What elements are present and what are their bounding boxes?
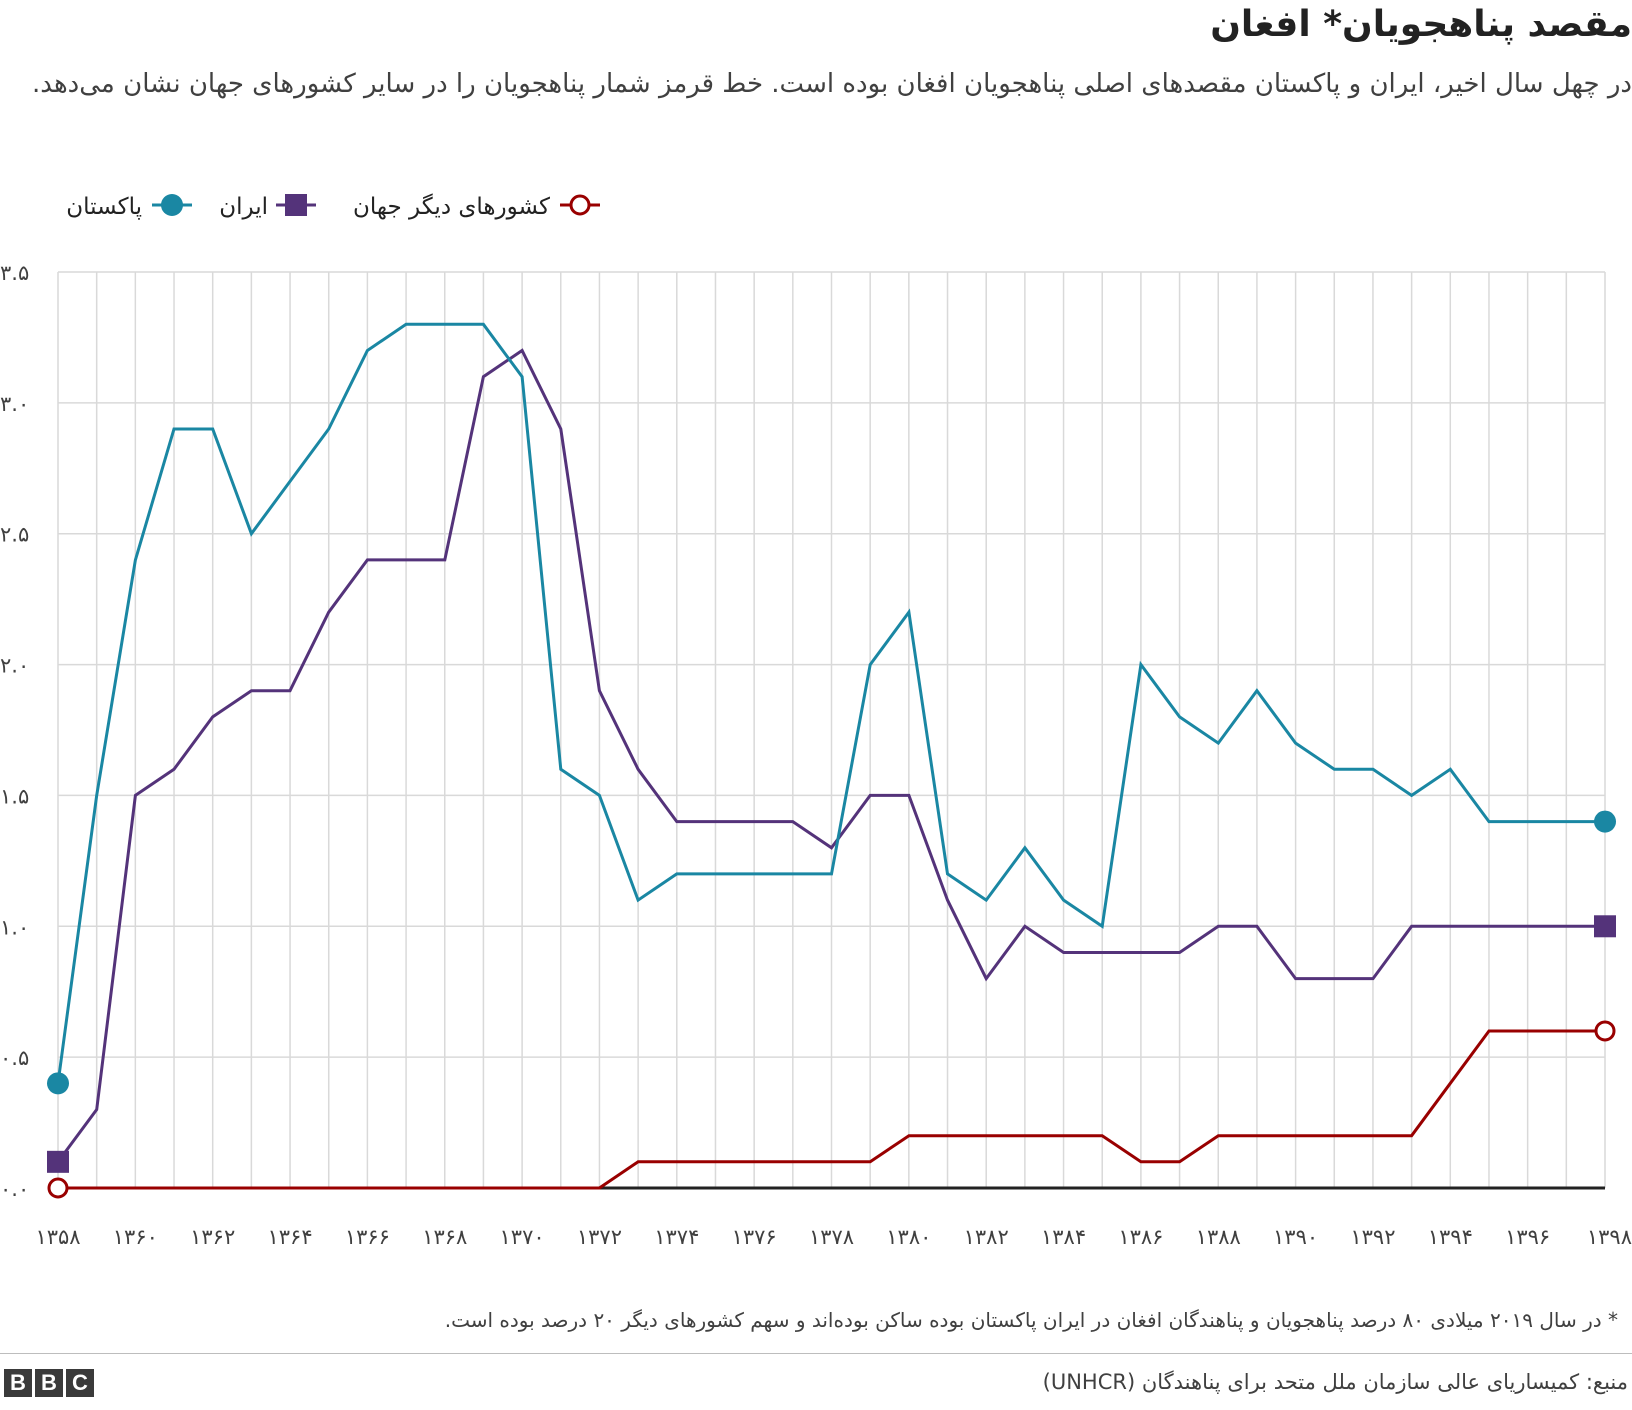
data-point-iran <box>47 1150 69 1173</box>
x-tick-label: ۱۳۸۴ <box>1041 1225 1086 1249</box>
x-tick-label: ۱۳۸۸ <box>1196 1225 1241 1249</box>
data-point-pakistan <box>1594 810 1616 833</box>
y-tick-label: ۲.۵ <box>0 523 29 547</box>
x-tick-label: ۱۳۹۴ <box>1428 1225 1473 1249</box>
y-tick-label: ۲.۰ <box>0 654 29 678</box>
series-line-iran <box>56 348 1605 1163</box>
x-tick-label: ۱۳۹۰ <box>1273 1225 1318 1249</box>
series-layer <box>47 322 1616 1199</box>
x-tick-label: ۱۳۵۸ <box>35 1225 80 1249</box>
y-tick-label: ۳.۰ <box>0 392 29 416</box>
x-tick-label: ۱۳۷۶ <box>732 1225 777 1249</box>
data-point-other <box>1594 1020 1616 1042</box>
logo-letter: C <box>66 1369 94 1397</box>
source-note: منبع: کمیساریای عالی سازمان ملل متحد برا… <box>1042 1370 1628 1394</box>
y-tick-label: ۱.۰ <box>0 915 29 939</box>
footnote: * در سال ۲۰۱۹ میلادی ۸۰ درصد پناهجویان و… <box>444 1308 1618 1332</box>
series-line-pakistan <box>56 322 1605 1084</box>
y-axis: ۰.۰ ۰.۵ ۱.۰ ۱.۵ ۲.۰ ۲.۵ ۳.۰ ۳.۵ <box>0 261 29 1201</box>
legend-marker-iran <box>285 194 307 216</box>
legend-marker-pakistan <box>161 194 183 216</box>
data-point-other <box>47 1177 69 1199</box>
x-tick-label: ۱۳۷۰ <box>500 1225 545 1249</box>
x-tick-label: ۱۳۹۸ <box>1587 1225 1632 1249</box>
legend-label-other: کشورهای دیگر جهان <box>353 193 550 220</box>
y-tick-label: ۱.۵ <box>0 784 29 808</box>
x-tick-label: ۱۳۶۶ <box>345 1225 390 1249</box>
bbc-logo: B B C <box>4 1369 94 1397</box>
x-tick-label: ۱۳۷۴ <box>654 1225 699 1249</box>
series-line-other <box>58 1029 1605 1190</box>
x-tick-label: ۱۳۶۲ <box>190 1225 235 1249</box>
line-chart: پاکستان ایران کشورهای دیگر جهان ۰.۰ ۰.۵ ۱.۰ ۱… <box>0 193 1632 1249</box>
logo-letter: B <box>35 1369 63 1397</box>
y-tick-label: ۰.۵ <box>0 1046 29 1070</box>
chart-grid <box>57 271 1606 1190</box>
x-tick-label: ۱۳۶۴ <box>267 1225 312 1249</box>
legend: پاکستان ایران کشورهای دیگر جهان <box>66 193 600 220</box>
x-tick-label: ۱۳۸۶ <box>1118 1225 1163 1249</box>
x-tick-label: ۱۳۸۲ <box>964 1225 1009 1249</box>
x-tick-label: ۱۳۶۰ <box>113 1225 158 1249</box>
logo-letter: B <box>4 1369 32 1397</box>
legend-label-iran: ایران <box>219 194 268 220</box>
legend-marker-other <box>569 194 591 216</box>
x-tick-label: ۱۳۹۶ <box>1505 1225 1550 1249</box>
chart-subtitle: در چهل سال اخیر، ایران و پاکستان مقصدهای… <box>32 69 1632 99</box>
data-point-iran <box>1594 915 1616 938</box>
x-axis: ۱۳۵۸ ۱۳۶۰ ۱۳۶۲ ۱۳۶۴ ۱۳۶۶ ۱۳۶۸ ۱۳۷۰ ۱۳۷۲ ۱۳۷۴ ۱۳۷۶… <box>35 1225 1632 1249</box>
legend-label-pakistan: پاکستان <box>66 194 142 220</box>
x-tick-label: ۱۳۶۸ <box>422 1225 467 1249</box>
divider <box>0 1353 1632 1354</box>
x-tick-label: ۱۳۷۸ <box>809 1225 854 1249</box>
chart-title: مقصد پناهجویان* افغان <box>1210 4 1632 45</box>
y-tick-label: ۳.۵ <box>0 261 29 285</box>
data-point-pakistan <box>47 1072 69 1095</box>
y-tick-label: ۰.۰ <box>0 1177 29 1201</box>
x-tick-label: ۱۳۸۰ <box>886 1225 931 1249</box>
x-tick-label: ۱۳۷۲ <box>577 1225 622 1249</box>
x-tick-label: ۱۳۹۲ <box>1350 1225 1395 1249</box>
